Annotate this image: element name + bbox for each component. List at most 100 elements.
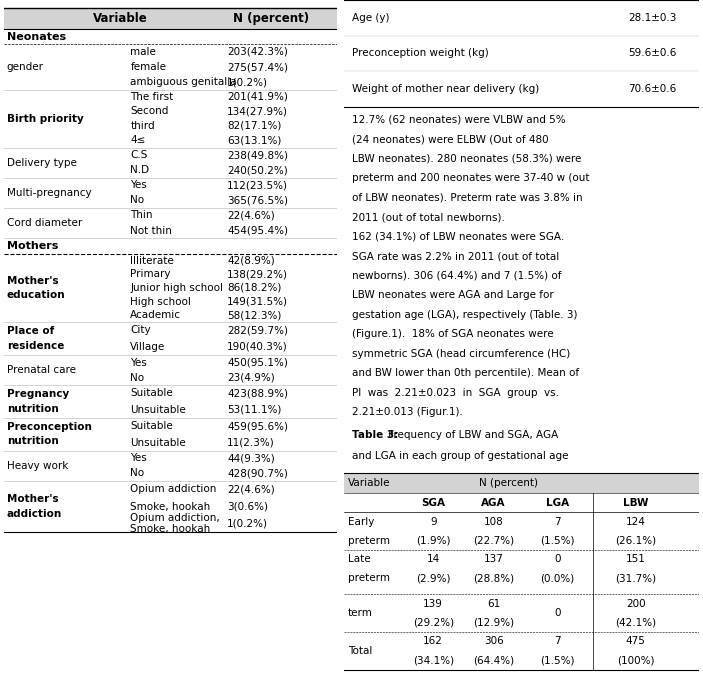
Text: preterm and 200 neonates were 37-40 w (out: preterm and 200 neonates were 37-40 w (o… xyxy=(352,174,589,183)
Text: 137: 137 xyxy=(484,554,503,564)
Text: Late: Late xyxy=(348,554,370,564)
Text: 11(2.3%): 11(2.3%) xyxy=(227,438,275,447)
Text: Opium addiction: Opium addiction xyxy=(131,484,217,495)
Text: 454(95.4%): 454(95.4%) xyxy=(227,226,288,235)
Text: Unsuitable: Unsuitable xyxy=(131,405,186,415)
Text: (28.8%): (28.8%) xyxy=(473,573,514,583)
Text: LBW neonates). 280 neonates (58.3%) were: LBW neonates). 280 neonates (58.3%) were xyxy=(352,154,581,164)
Text: residence: residence xyxy=(7,341,64,351)
Text: 108: 108 xyxy=(484,516,503,527)
Text: High school: High school xyxy=(131,297,191,306)
Text: AGA: AGA xyxy=(482,498,506,508)
Text: (22.7%): (22.7%) xyxy=(473,536,514,546)
Text: C.S: C.S xyxy=(131,150,148,160)
Text: 428(90.7%): 428(90.7%) xyxy=(227,469,288,478)
Text: 4≤: 4≤ xyxy=(131,135,146,146)
Text: 124: 124 xyxy=(626,516,645,527)
Text: (26.1%): (26.1%) xyxy=(615,536,656,546)
Text: 23(4.9%): 23(4.9%) xyxy=(227,373,275,382)
Text: female: female xyxy=(131,62,167,72)
Text: No: No xyxy=(131,469,145,478)
Text: Second: Second xyxy=(131,107,169,116)
Text: Age (y): Age (y) xyxy=(352,13,389,23)
Text: symmetric SGA (head circumference (HC): symmetric SGA (head circumference (HC) xyxy=(352,349,570,359)
Text: 12.7% (62 neonates) were VLBW and 5%: 12.7% (62 neonates) were VLBW and 5% xyxy=(352,115,565,125)
Text: 28.1±0.3: 28.1±0.3 xyxy=(628,13,677,23)
Text: (64.4%): (64.4%) xyxy=(473,655,514,666)
Text: 112(23.5%): 112(23.5%) xyxy=(227,181,288,190)
Text: Suitable: Suitable xyxy=(131,389,173,398)
Text: No: No xyxy=(131,196,145,205)
Text: 203(42.3%): 203(42.3%) xyxy=(227,47,288,57)
Text: 2.21±0.013 (Figur.1).: 2.21±0.013 (Figur.1). xyxy=(352,408,463,417)
Text: 7: 7 xyxy=(554,636,561,646)
Text: N.D: N.D xyxy=(131,166,150,175)
Text: 423(88.9%): 423(88.9%) xyxy=(227,389,288,398)
Text: (12.9%): (12.9%) xyxy=(473,618,514,628)
Text: Opium addiction,: Opium addiction, xyxy=(131,513,220,523)
Text: 9: 9 xyxy=(430,516,437,527)
Text: Place of: Place of xyxy=(7,326,54,337)
Text: 200: 200 xyxy=(626,598,645,609)
Text: SGA rate was 2.2% in 2011 (out of total: SGA rate was 2.2% in 2011 (out of total xyxy=(352,252,559,261)
Text: 475: 475 xyxy=(626,636,645,646)
Text: Prenatal care: Prenatal care xyxy=(7,365,76,375)
Text: Preconception: Preconception xyxy=(7,422,91,432)
Text: Village: Village xyxy=(131,342,166,352)
Text: education: education xyxy=(7,290,65,300)
Text: and BW lower than 0th percentile). Mean of: and BW lower than 0th percentile). Mean … xyxy=(352,368,579,378)
Text: 240(50.2%): 240(50.2%) xyxy=(227,166,288,175)
Text: Yes: Yes xyxy=(131,181,147,190)
Text: Table 3:: Table 3: xyxy=(352,430,398,440)
Text: 138(29.2%): 138(29.2%) xyxy=(227,269,288,279)
Text: SGA: SGA xyxy=(421,498,445,508)
Text: N (percent): N (percent) xyxy=(479,478,538,488)
Text: (2.9%): (2.9%) xyxy=(416,573,451,583)
Text: gestation age (LGA), respectively (Table. 3): gestation age (LGA), respectively (Table… xyxy=(352,310,577,320)
Text: preterm: preterm xyxy=(348,573,390,583)
Text: 70.6±0.6: 70.6±0.6 xyxy=(628,84,677,94)
Text: ambiguous genitalia: ambiguous genitalia xyxy=(131,77,237,87)
Text: 61: 61 xyxy=(487,598,501,609)
Text: Neonates: Neonates xyxy=(7,31,66,42)
Text: 0: 0 xyxy=(554,554,561,564)
Text: No: No xyxy=(131,373,145,382)
Text: 162: 162 xyxy=(423,636,443,646)
Text: (100%): (100%) xyxy=(617,655,654,666)
Text: of LBW neonates). Preterm rate was 3.8% in: of LBW neonates). Preterm rate was 3.8% … xyxy=(352,193,582,203)
Text: PI  was  2.21±0.023  in  SGA  group  vs.: PI was 2.21±0.023 in SGA group vs. xyxy=(352,388,559,398)
Text: Variable: Variable xyxy=(93,12,148,25)
Text: Unsuitable: Unsuitable xyxy=(131,438,186,447)
Text: Total: Total xyxy=(348,646,373,656)
Text: Mother's: Mother's xyxy=(7,276,58,286)
Text: 201(41.9%): 201(41.9%) xyxy=(227,92,288,102)
Text: Heavy work: Heavy work xyxy=(7,461,68,471)
Bar xyxy=(4,8,337,29)
Text: Early: Early xyxy=(348,516,375,527)
Text: 44(9.3%): 44(9.3%) xyxy=(227,453,275,463)
Text: (42.1%): (42.1%) xyxy=(615,618,656,628)
Text: (34.1%): (34.1%) xyxy=(413,655,453,666)
Text: 306: 306 xyxy=(484,636,503,646)
Text: 275(57.4%): 275(57.4%) xyxy=(227,62,288,72)
Text: 2011 (out of total newborns).: 2011 (out of total newborns). xyxy=(352,212,505,222)
Text: 14: 14 xyxy=(427,554,440,564)
Text: 0: 0 xyxy=(554,608,561,618)
Text: (1.5%): (1.5%) xyxy=(540,655,575,666)
Text: Pregnancy: Pregnancy xyxy=(7,389,69,399)
Text: Mother's: Mother's xyxy=(7,495,58,504)
Text: (0.0%): (0.0%) xyxy=(541,573,574,583)
Text: 1(0.2%): 1(0.2%) xyxy=(227,518,269,529)
Text: 58(12.3%): 58(12.3%) xyxy=(227,311,282,320)
Text: Birth priority: Birth priority xyxy=(7,114,84,124)
Text: Illiterate: Illiterate xyxy=(131,256,174,265)
Text: 450(95.1%): 450(95.1%) xyxy=(227,358,288,367)
Text: Smoke, hookah: Smoke, hookah xyxy=(131,501,211,512)
Text: Variable: Variable xyxy=(348,478,391,488)
Text: 59.6±0.6: 59.6±0.6 xyxy=(628,49,677,58)
Text: (24 neonates) were ELBW (Out of 480: (24 neonates) were ELBW (Out of 480 xyxy=(352,134,548,144)
Text: 134(27.9%): 134(27.9%) xyxy=(227,107,288,116)
Text: 7: 7 xyxy=(554,516,561,527)
Text: 86(18.2%): 86(18.2%) xyxy=(227,283,282,293)
Text: 3(0.6%): 3(0.6%) xyxy=(227,501,269,512)
